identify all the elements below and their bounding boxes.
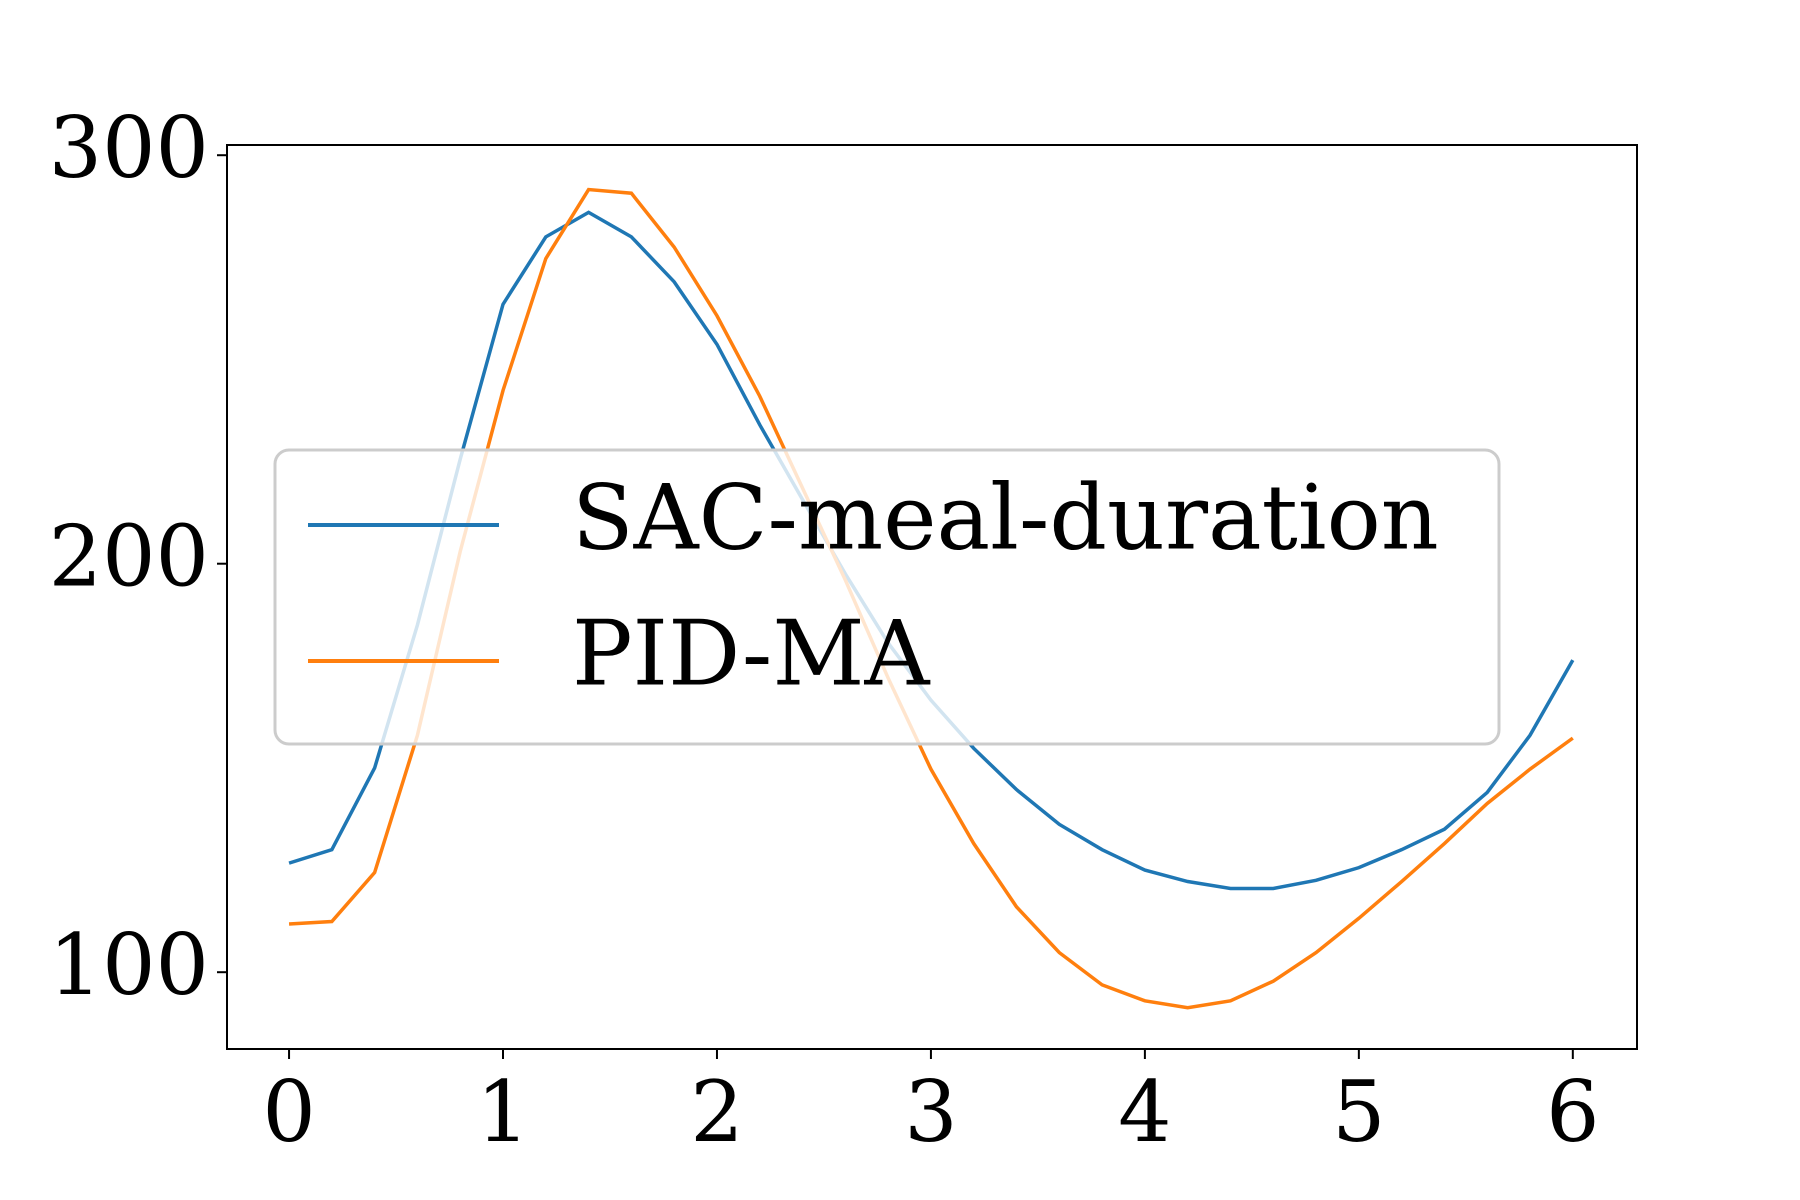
x-tick-label: 4	[1118, 1063, 1171, 1161]
x-tick-label: 1	[476, 1063, 529, 1161]
x-tick-label: 2	[690, 1063, 743, 1161]
x-tick-label: 5	[1332, 1063, 1385, 1161]
y-tick-label: 100	[49, 916, 209, 1014]
legend-box	[273, 448, 1501, 746]
legend-label: PID-MA	[572, 601, 931, 706]
y-tick-label: 300	[49, 99, 209, 197]
plot-frame	[226, 144, 1638, 1050]
legend: SAC-meal-duration PID-MA	[273, 448, 1501, 746]
x-tick-label: 3	[904, 1063, 957, 1161]
x-tick-label: 0	[262, 1063, 315, 1161]
legend-label: SAC-meal-duration	[572, 465, 1439, 570]
data-line	[288, 187, 1574, 1010]
x-tick-label: 6	[1546, 1063, 1599, 1161]
y-tick-label: 200	[49, 508, 209, 606]
